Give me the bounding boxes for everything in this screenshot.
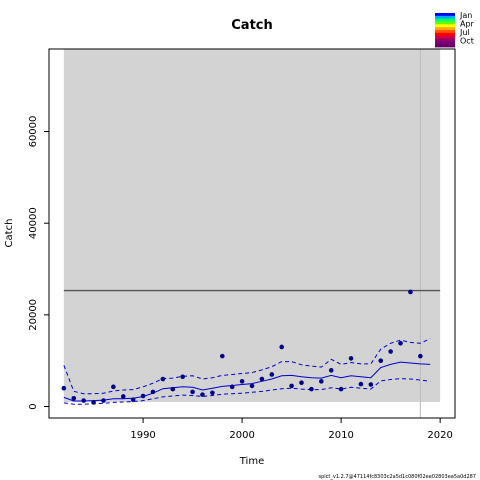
observed-point (259, 376, 265, 382)
observed-point (150, 389, 156, 395)
observed-point (289, 383, 294, 389)
plot-frame (48, 48, 456, 419)
observed-point (61, 385, 67, 391)
observed-point (408, 289, 413, 295)
series-line-lower (63, 378, 431, 405)
observed-point (101, 398, 106, 403)
observed-point (398, 340, 403, 346)
observed-point (378, 358, 384, 364)
legend-color-stripe (435, 35, 455, 39)
observed-point (328, 368, 334, 373)
legend-label-jan: Jan (459, 11, 472, 20)
observed-point (239, 379, 245, 384)
series-line-median (63, 361, 431, 402)
observed-point (388, 349, 393, 354)
legend-color-stripe (435, 18, 455, 22)
plot-inner (61, 49, 441, 418)
observed-point (91, 400, 96, 405)
observed-point (368, 382, 374, 387)
version-footer: spict_v1.2.7@47114fc8303c2a5d1c080f02ee0… (319, 474, 477, 480)
observed-point (190, 389, 195, 395)
observed-point (249, 383, 255, 389)
observed-point (348, 356, 354, 361)
observed-point (279, 344, 285, 350)
observed-point (338, 386, 344, 392)
observed-point (299, 380, 304, 386)
observed-point (269, 372, 275, 377)
x-tick-label: 1990 (130, 430, 155, 441)
series-line-upper (63, 338, 431, 395)
observed-point (130, 397, 136, 402)
observed-point (219, 353, 225, 359)
legend-color-stripe (435, 41, 455, 45)
legend-color-stripe (435, 24, 455, 28)
x-tick-label: 2010 (328, 430, 353, 441)
observed-point (111, 384, 116, 390)
observed-point (71, 395, 77, 401)
observed-point (319, 379, 324, 384)
legend-color-stripe (435, 30, 455, 34)
observed-point (140, 393, 146, 399)
legend-color-stripe (435, 13, 455, 17)
observed-point (309, 386, 314, 392)
x-axis-label: Time (239, 456, 264, 467)
observed-point (120, 394, 126, 399)
x-tick-label: 2020 (427, 430, 452, 441)
observed-point (170, 386, 176, 392)
y-tick-label: 0 (28, 403, 39, 409)
shaded-region (63, 49, 441, 402)
legend-label-jul: Jul (459, 28, 470, 37)
observed-point (180, 374, 185, 380)
y-axis-label: Catch (4, 219, 15, 248)
observed-point (200, 392, 205, 397)
legend-label-apr: Apr (460, 20, 475, 29)
observed-point (210, 390, 215, 396)
x-tick-label: 2000 (229, 430, 254, 441)
y-tick-label: 20000 (28, 299, 39, 331)
plot-area: 1990 2000 2010 2020 0 20000 40000 60000 (28, 48, 456, 441)
legend-label-oct: Oct (460, 37, 474, 46)
y-tick-label: 60000 (28, 116, 39, 148)
legend-color-stripe (435, 44, 455, 48)
observed-point (358, 381, 364, 387)
legend-color-stripe (435, 38, 455, 42)
observed-point (418, 353, 423, 359)
observed-point (81, 398, 86, 403)
chart-title: Catch (231, 18, 273, 33)
legend-color-stripe (435, 27, 455, 31)
legend-color-stripe (435, 21, 455, 25)
legend-color-stripe (435, 15, 455, 20)
observed-point (229, 384, 235, 390)
legend-color-stripe (435, 32, 455, 37)
observed-point (160, 376, 166, 382)
y-tick-label: 40000 (28, 207, 39, 239)
